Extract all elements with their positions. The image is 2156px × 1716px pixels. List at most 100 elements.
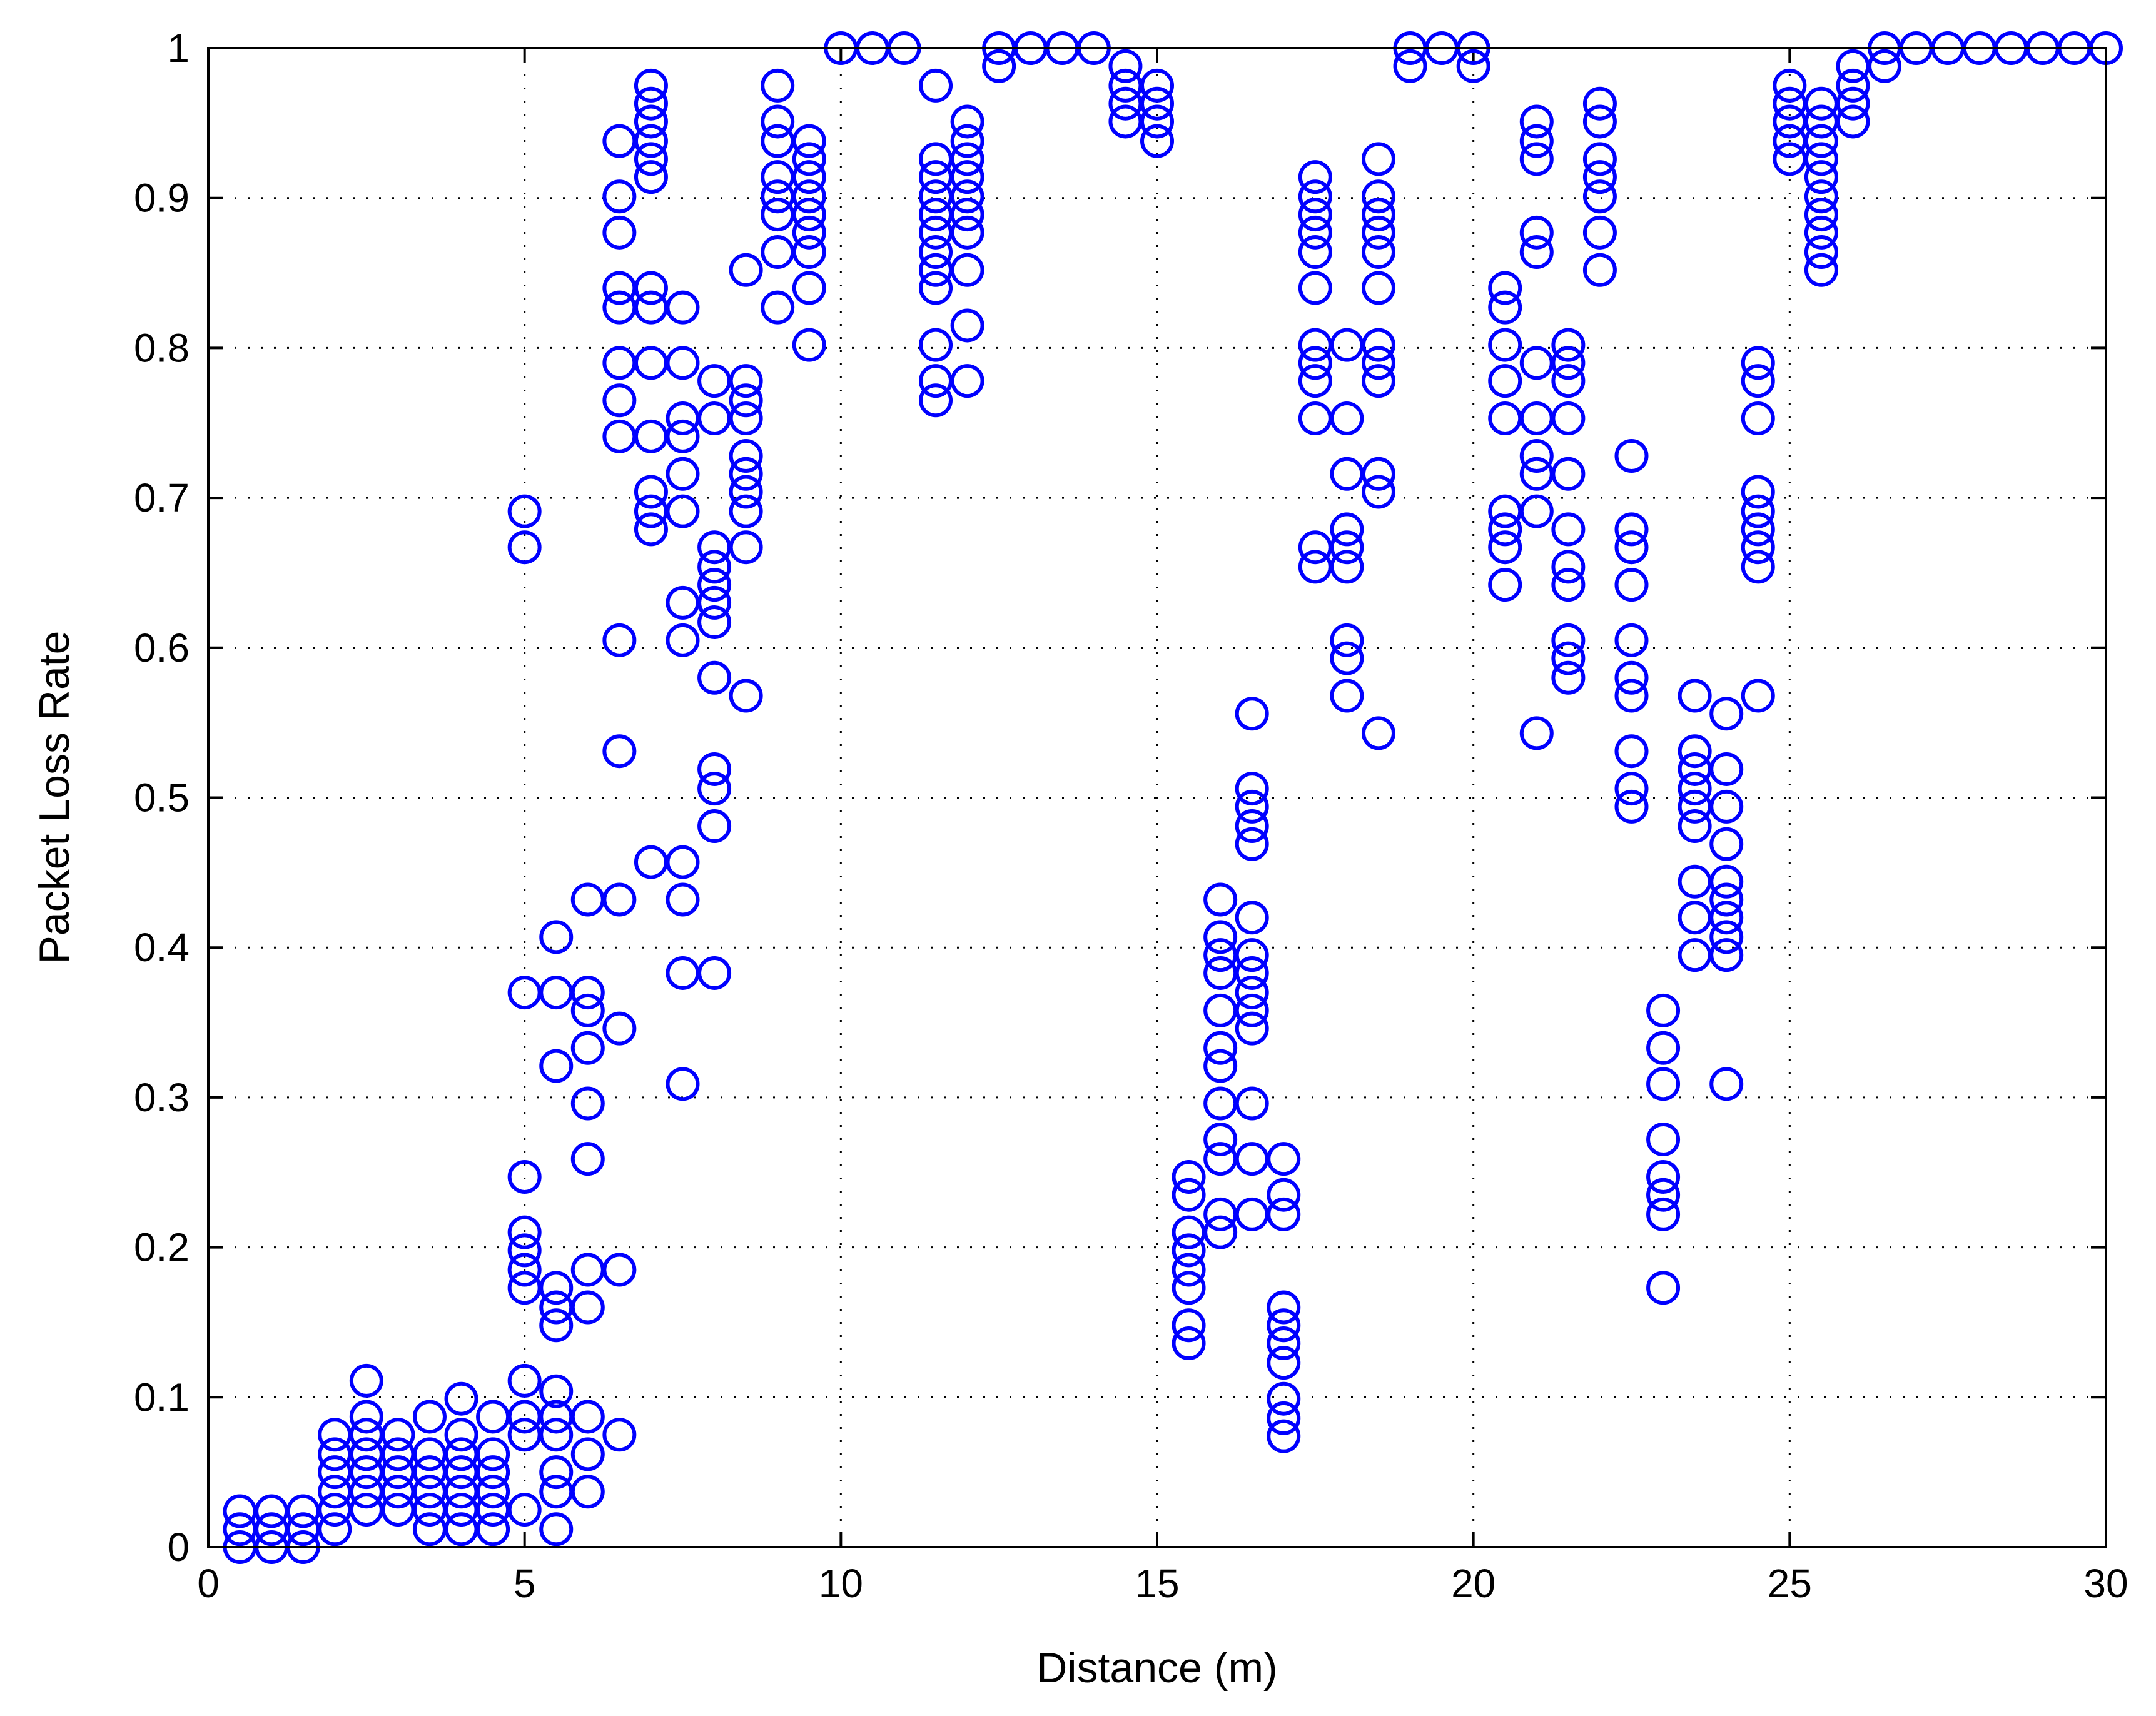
data-point bbox=[1235, 993, 1269, 1027]
data-point bbox=[697, 660, 732, 695]
data-point bbox=[1709, 938, 1744, 972]
data-point bbox=[1519, 104, 1554, 139]
data-point bbox=[1203, 1215, 1238, 1249]
data-point bbox=[1488, 328, 1522, 362]
data-point bbox=[602, 179, 637, 214]
data-point bbox=[1519, 438, 1554, 473]
data-point bbox=[1361, 235, 1395, 269]
data-point bbox=[1330, 512, 1364, 547]
data-point bbox=[1614, 660, 1649, 695]
data-point bbox=[1614, 530, 1649, 565]
data-point bbox=[1804, 160, 1838, 194]
data-point bbox=[1488, 290, 1522, 325]
data-point bbox=[1804, 253, 1838, 287]
data-point bbox=[1551, 364, 1586, 398]
data-point bbox=[1267, 1401, 1301, 1435]
data-point bbox=[444, 1381, 478, 1416]
data-point bbox=[1551, 660, 1586, 695]
data-point bbox=[792, 179, 826, 214]
data-point bbox=[1267, 1290, 1301, 1325]
data-point bbox=[1361, 198, 1395, 232]
data-point bbox=[1298, 271, 1332, 305]
data-point bbox=[950, 364, 984, 398]
data-point bbox=[1519, 142, 1554, 176]
data-point bbox=[1709, 882, 1744, 917]
data-point bbox=[697, 752, 732, 786]
y-tick-label: 0.8 bbox=[134, 325, 190, 370]
data-point bbox=[1582, 253, 1617, 287]
data-point bbox=[1330, 530, 1364, 565]
data-point bbox=[1709, 920, 1744, 954]
data-point bbox=[666, 457, 700, 491]
data-point bbox=[1203, 1049, 1238, 1083]
data-point bbox=[729, 457, 763, 491]
data-point bbox=[602, 882, 637, 917]
data-point bbox=[666, 346, 700, 380]
data-point bbox=[1108, 49, 1143, 83]
x-tick-label: 0 bbox=[197, 1561, 220, 1606]
data-point bbox=[1678, 772, 1712, 806]
x-tick-label: 5 bbox=[514, 1561, 536, 1606]
data-point bbox=[570, 1086, 605, 1121]
data-point bbox=[729, 401, 763, 436]
data-point bbox=[1646, 1178, 1681, 1212]
data-point bbox=[1646, 1197, 1681, 1231]
data-point bbox=[1235, 809, 1269, 844]
data-point bbox=[602, 1011, 637, 1046]
data-point bbox=[1551, 568, 1586, 602]
data-point bbox=[729, 530, 763, 565]
data-point bbox=[1235, 956, 1269, 990]
data-point bbox=[919, 328, 953, 362]
data-point bbox=[1235, 901, 1269, 935]
data-point bbox=[412, 1400, 447, 1434]
x-tick-label: 10 bbox=[819, 1561, 863, 1606]
data-point bbox=[729, 475, 763, 509]
data-point bbox=[634, 160, 668, 194]
data-point bbox=[792, 215, 826, 250]
data-point bbox=[1519, 716, 1554, 750]
data-point bbox=[919, 271, 953, 305]
data-point bbox=[1741, 530, 1775, 565]
data-point bbox=[666, 419, 700, 453]
data-point bbox=[729, 364, 763, 398]
data-point bbox=[1140, 68, 1174, 103]
data-point bbox=[349, 1363, 383, 1398]
data-point bbox=[1298, 198, 1332, 232]
data-point bbox=[1582, 104, 1617, 139]
data-point bbox=[1804, 235, 1838, 269]
data-point bbox=[1741, 512, 1775, 547]
data-point bbox=[318, 1512, 352, 1547]
data-point bbox=[1361, 364, 1395, 398]
data-point bbox=[697, 956, 732, 990]
data-point bbox=[1678, 809, 1712, 844]
data-point bbox=[507, 1493, 542, 1527]
data-point bbox=[1551, 457, 1586, 491]
data-point bbox=[950, 124, 984, 158]
data-point bbox=[1836, 68, 1870, 103]
y-tick-label: 0.1 bbox=[134, 1375, 190, 1420]
y-tick-label: 0.9 bbox=[134, 176, 190, 221]
data-point bbox=[919, 383, 953, 418]
data-point bbox=[1361, 716, 1395, 750]
data-point bbox=[1614, 679, 1649, 713]
data-point bbox=[950, 179, 984, 214]
data-point bbox=[792, 160, 826, 194]
data-point bbox=[697, 809, 732, 844]
data-point bbox=[950, 215, 984, 250]
data-point bbox=[1582, 215, 1617, 250]
data-point bbox=[381, 1418, 415, 1452]
data-point bbox=[761, 68, 795, 103]
data-point bbox=[1614, 734, 1649, 769]
data-point bbox=[1582, 142, 1617, 176]
data-point bbox=[1235, 976, 1269, 1010]
data-point bbox=[1140, 86, 1174, 121]
data-point bbox=[1741, 550, 1775, 584]
data-point bbox=[634, 68, 668, 103]
data-point bbox=[1614, 789, 1649, 824]
data-point bbox=[666, 1067, 700, 1101]
plot-frame bbox=[207, 47, 2107, 1548]
data-point bbox=[1267, 1381, 1301, 1416]
data-point bbox=[919, 235, 953, 269]
data-point bbox=[1330, 679, 1364, 713]
